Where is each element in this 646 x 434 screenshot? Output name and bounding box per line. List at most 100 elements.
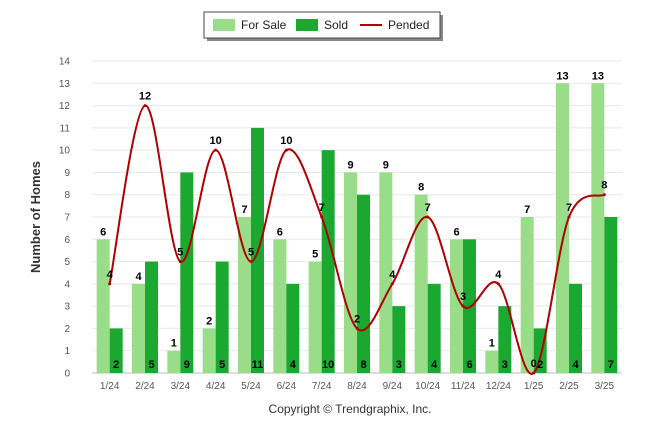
data-label-pended: 5 [248,247,254,259]
data-label-sold: 3 [396,359,402,371]
y-tick-label: 3 [64,302,70,313]
x-tick-label: 6/24 [277,381,297,392]
y-axis-label: Number of Homes [28,161,43,273]
data-label-sold: 8 [360,359,366,371]
pended-point [143,104,147,108]
legend-label-for-sale: For Sale [241,18,287,32]
bar-sold [604,217,618,373]
bar-for-sale [450,239,463,373]
data-label-pended: 0 [531,358,537,370]
bar-sold [321,150,335,373]
data-label-for-sale: 9 [347,159,353,171]
bars [96,83,618,374]
y-tick-label: 14 [59,57,71,68]
bar-sold [392,306,406,373]
x-tick-label: 1/25 [524,381,544,392]
x-tick-label: 11/24 [451,381,476,392]
data-label-sold: 5 [219,359,225,371]
y-tick-label: 5 [64,257,70,268]
data-label-pended: 2 [354,313,360,325]
bar-for-sale [167,350,181,373]
data-label-for-sale: 13 [556,70,568,82]
legend-label-pended: Pended [388,18,429,32]
data-label-sold: 3 [502,359,508,371]
x-tick-label: 3/24 [171,381,191,392]
data-label-pended: 7 [425,202,431,214]
bar-for-sale [414,194,428,373]
pended-point [320,215,324,219]
data-label-for-sale: 9 [383,159,389,171]
x-tick-label: 1/24 [100,381,120,392]
y-tick-label: 7 [64,213,70,224]
data-label-pended: 4 [107,269,114,281]
legend-swatch-sold [296,19,318,31]
data-label-for-sale: 7 [524,204,530,216]
pended-line-group [108,104,606,375]
data-label-sold: 2 [537,359,543,371]
y-tick-label: 4 [64,279,70,290]
data-label-pended: 10 [280,135,292,147]
bar-for-sale [379,172,393,373]
bar-sold [180,172,194,373]
bar-sold [109,328,123,373]
y-tick-label: 13 [59,79,71,90]
pended-point [426,215,430,219]
x-tick-label: 7/24 [312,381,332,392]
pended-point [214,148,218,152]
legend: For Sale Sold Pended [203,11,443,41]
bar-for-sale [132,283,145,373]
data-label-pended: 7 [566,202,572,214]
data-label-sold: 9 [184,359,190,371]
bar-sold [427,283,441,373]
bar-for-sale [344,172,357,373]
pended-point [567,215,571,219]
x-tick-label: 4/24 [206,381,226,392]
bar-for-sale [556,83,569,374]
data-label-pended: 8 [601,180,607,192]
y-tick-label: 1 [64,346,70,357]
data-label-pended: 7 [319,202,325,214]
x-tick-label: 2/24 [135,381,155,392]
y-tick-label: 12 [59,101,71,112]
x-tick-label: 2/25 [559,381,579,392]
bar-sold [463,239,476,373]
data-label-sold: 4 [290,359,297,371]
pended-point [355,326,359,330]
data-label-sold: 4 [572,359,579,371]
data-label-for-sale: 5 [312,249,318,261]
pended-point [602,193,606,197]
bar-for-sale [591,83,605,374]
y-tick-label: 10 [59,146,71,157]
data-label-sold: 2 [113,359,119,371]
pended-point [249,260,253,264]
data-label-for-sale: 7 [241,204,247,216]
x-tick-label: 12/24 [486,381,511,392]
bar-sold [286,283,300,373]
bar-for-sale [308,261,322,373]
pended-point [390,282,394,286]
legend-swatch-for-sale [213,19,235,31]
data-label-pended: 12 [139,91,151,103]
x-tick-label: 3/25 [595,381,615,392]
legend-box [203,11,441,39]
bar-sold [569,283,582,373]
pended-point [461,304,465,308]
bar-for-sale [202,328,216,373]
x-tick-label: 10/24 [415,381,440,392]
pended-point [178,260,182,264]
data-label-pended: 5 [177,247,183,259]
y-tick-label: 11 [60,123,71,134]
x-tick-label: 5/24 [241,381,261,392]
y-tick-label: 9 [64,168,70,179]
pended-point [284,148,288,152]
data-label-for-sale: 6 [100,226,106,238]
bar-for-sale [485,350,499,373]
bar-for-sale [238,217,251,373]
y-tick-label: 0 [64,369,70,380]
pended-point [532,371,536,375]
bar-sold [215,261,229,373]
y-tick-label: 6 [64,235,70,246]
data-label-pended: 10 [210,135,222,147]
